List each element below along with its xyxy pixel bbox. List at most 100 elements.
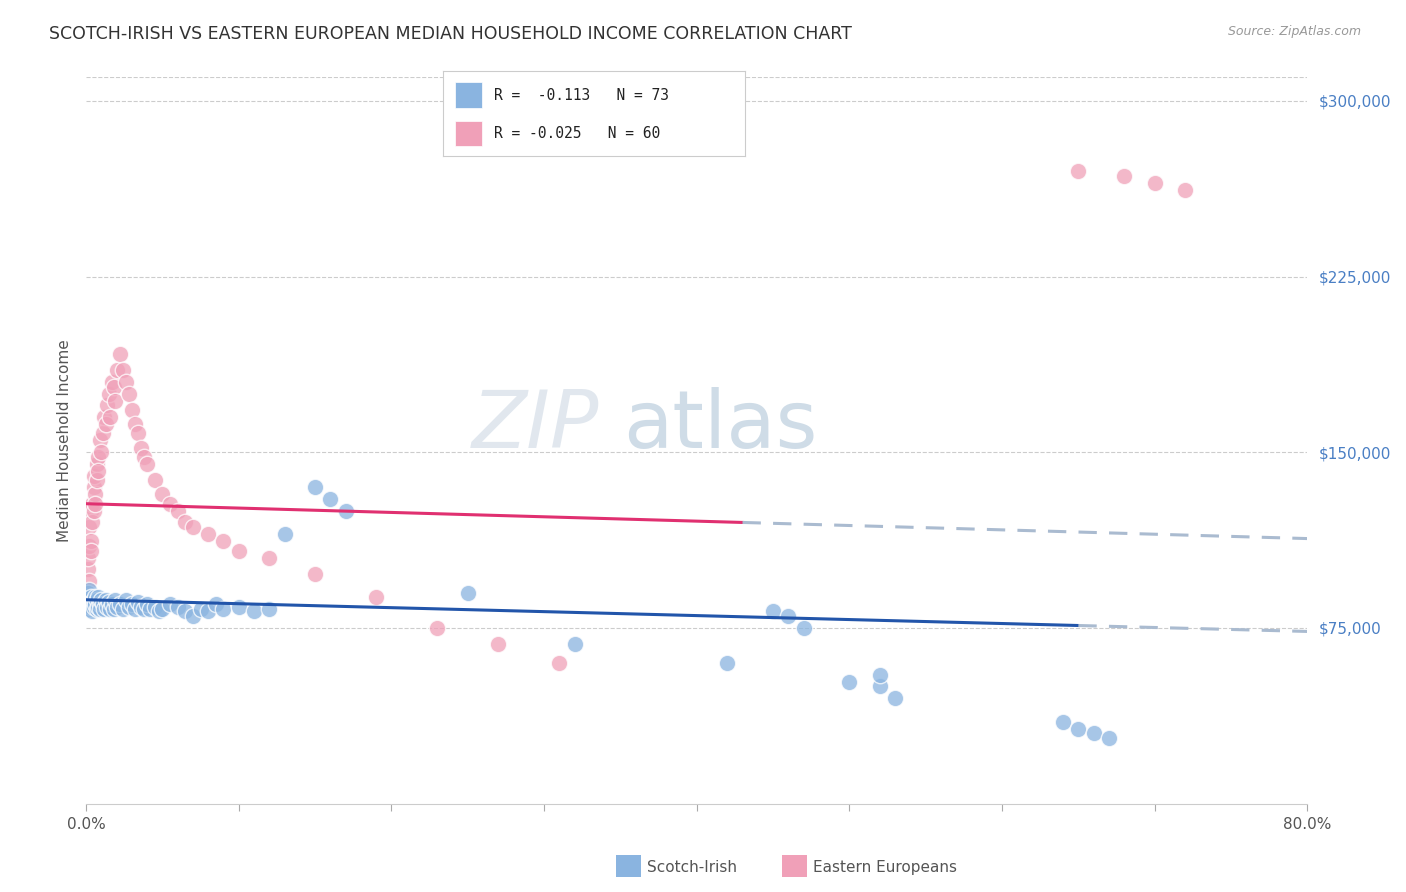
Point (96, 599, 118, 614)
Point (319, 491, 342, 506)
Point (87, 591, 110, 605)
Point (136, 598, 159, 612)
Point (93, 410, 115, 425)
Point (121, 598, 143, 612)
Point (159, 598, 181, 612)
Point (82, 516, 104, 530)
Point (1114, 169, 1136, 183)
Text: Scotch-Irish: Scotch-Irish (647, 861, 737, 875)
Point (83, 592, 105, 607)
Point (181, 520, 204, 534)
Point (77, 583, 100, 598)
Point (91, 426, 114, 441)
Point (118, 386, 141, 401)
Point (124, 417, 146, 431)
Point (304, 480, 326, 494)
Point (1067, 722, 1090, 736)
Point (79, 543, 101, 558)
Point (273, 527, 295, 541)
Point (139, 602, 162, 616)
Point (84, 487, 107, 501)
Point (83, 480, 105, 494)
Point (111, 363, 134, 377)
Bar (456, 82, 482, 108)
Point (1098, 731, 1121, 745)
Point (197, 527, 219, 541)
Point (89, 434, 111, 448)
Point (132, 602, 155, 616)
Point (136, 457, 159, 471)
Point (76, 562, 98, 576)
Point (77, 592, 100, 607)
Point (1174, 183, 1197, 197)
Point (1052, 714, 1074, 729)
Point (103, 379, 125, 393)
Point (94, 592, 117, 607)
Point (101, 375, 124, 389)
Point (76, 585, 98, 599)
Point (79, 504, 101, 518)
Point (100, 602, 122, 616)
Point (98, 386, 121, 401)
Text: SCOTCH-IRISH VS EASTERN EUROPEAN MEDIAN HOUSEHOLD INCOME CORRELATION CHART: SCOTCH-IRISH VS EASTERN EUROPEAN MEDIAN … (49, 25, 852, 43)
Point (89, 602, 111, 616)
Point (118, 599, 141, 614)
Point (101, 598, 124, 612)
Point (121, 403, 143, 417)
Point (91, 598, 114, 612)
Point (205, 598, 228, 612)
Point (143, 599, 166, 614)
Point (166, 599, 188, 614)
Point (83, 468, 105, 483)
Point (94, 417, 117, 431)
Point (77, 520, 100, 534)
Text: atlas: atlas (623, 387, 818, 465)
Text: Eastern Europeans: Eastern Europeans (813, 861, 956, 875)
Point (79, 599, 101, 614)
Text: R = -0.025   N = 60: R = -0.025 N = 60 (495, 126, 661, 141)
Point (259, 550, 281, 565)
Point (114, 375, 136, 389)
Point (228, 599, 250, 614)
Point (76, 550, 98, 565)
Point (82, 595, 104, 609)
Point (83, 504, 105, 518)
Point (86, 602, 108, 616)
Point (86, 457, 108, 471)
Point (108, 598, 131, 612)
Point (304, 566, 326, 581)
Point (174, 604, 197, 618)
Point (127, 426, 149, 441)
Point (84, 598, 107, 612)
Point (793, 621, 815, 635)
Point (884, 691, 907, 706)
Point (90, 592, 112, 607)
Point (143, 473, 166, 487)
Point (486, 637, 509, 651)
Point (181, 609, 204, 624)
Point (105, 363, 128, 377)
Point (82, 604, 104, 618)
Point (89, 598, 111, 612)
Point (190, 602, 212, 616)
Point (76, 595, 98, 609)
Point (111, 602, 134, 616)
Point (129, 441, 152, 455)
Point (426, 621, 449, 635)
Point (105, 599, 128, 614)
Point (114, 592, 136, 607)
Point (152, 602, 174, 616)
Point (104, 393, 127, 408)
Point (90, 445, 112, 459)
Point (762, 604, 785, 618)
Point (148, 604, 170, 618)
Point (124, 602, 146, 616)
Point (228, 543, 250, 558)
Point (87, 464, 110, 478)
Point (838, 674, 860, 689)
Point (77, 574, 100, 588)
Point (127, 595, 149, 609)
Bar (456, 120, 482, 146)
Point (174, 516, 197, 530)
Point (259, 602, 281, 616)
